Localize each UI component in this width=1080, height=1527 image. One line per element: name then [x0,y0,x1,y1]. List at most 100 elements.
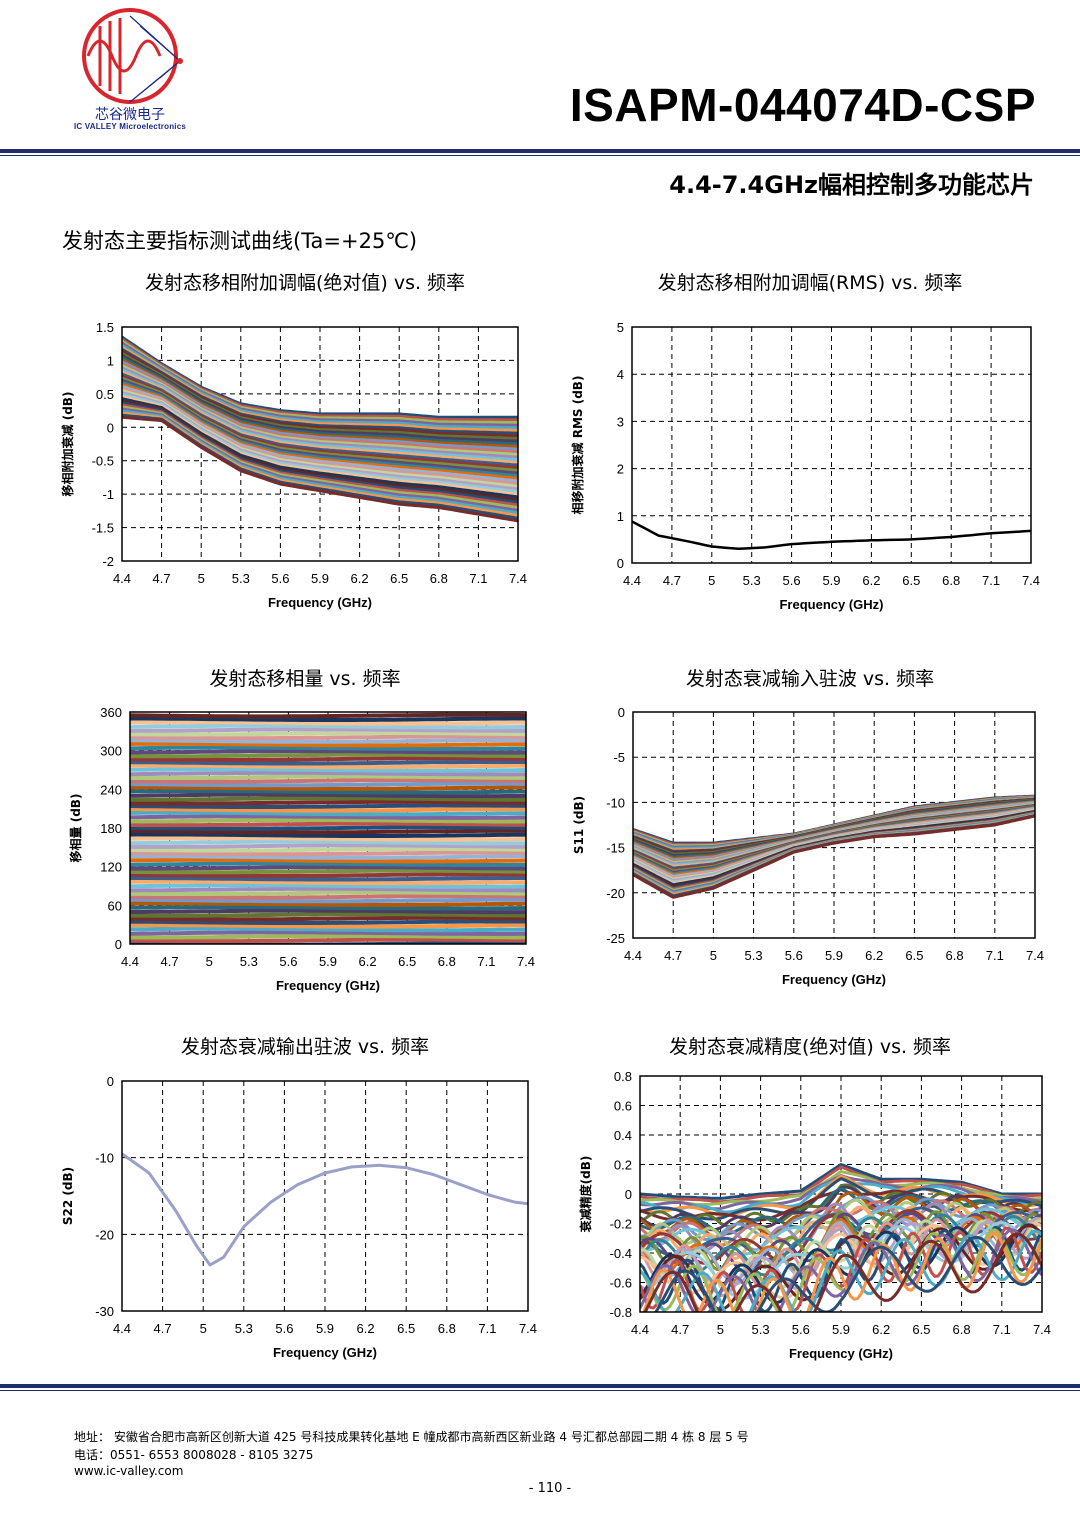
chart-3-series-line [130,770,526,777]
chart-3-y-tick-label: 120 [100,860,122,875]
chart-4-y-tick-label: 0 [618,705,625,720]
chart-4-y-tick-label: -15 [606,841,625,856]
chart-6-series-line [654,1235,1042,1312]
chart-6-series-line [640,1191,1042,1239]
chart-3-series-line [130,908,526,915]
chart-3-series-line [130,785,526,791]
chart-3-series-line [130,923,526,929]
document-subtitle: 4.4-7.4GHz幅相控制多功能芯片 [669,171,1034,199]
footer-rule-thick [0,1384,1080,1388]
chart-1-y-tick-label: -1.5 [92,521,114,536]
chart-title-3: 发射态移相量 vs. 频率 [209,668,401,690]
chart-3-y-tick-label: 180 [100,821,122,836]
chart-5-y-axis-label: S22 (dB) [61,1167,75,1225]
chart-4-y-tick-label: -20 [606,886,625,901]
chart-3-series-line [130,836,526,842]
chart-5-x-tick-label: 4.4 [113,1321,131,1336]
chart-3-x-tick-label: 5.9 [319,954,337,969]
chart-6-y-tick-label: -0.6 [610,1276,632,1291]
chart-5-x-tick-label: 7.1 [478,1321,496,1336]
chart-5-frame [121,1080,529,1312]
chart-3-series-line [130,814,526,820]
chart-3-x-axis-label: Frequency (GHz) [276,978,380,993]
chart-3-series-line [130,897,526,904]
chart-3-series-line [130,792,526,799]
chart-6-y-tick-label: 0.2 [614,1158,632,1173]
chart-2-x-tick-label: 4.7 [663,573,681,588]
chart-3-x-tick-label: 6.8 [438,954,456,969]
chart-1-x-tick-label: 5.6 [271,571,289,586]
chart-3-series-line [130,905,526,911]
chart-4-x-tick-label: 4.7 [664,948,682,963]
chart-3-y-tick-label: 300 [100,744,122,759]
chart-3-series-line [130,818,526,824]
chart-3-series-line [130,767,526,773]
chart-5-y-tick-label: -10 [95,1151,114,1166]
chart-3-y-tick-label: 60 [108,898,122,913]
chart-1-series-line [122,415,518,523]
chart-4-x-tick-label: 5 [710,948,717,963]
chart-6-plot-area [640,1163,1042,1312]
chart-3-series-line [130,741,526,748]
chart-3-y-axis-label: 移相量 (dB) [68,794,83,863]
chart-6-y-tick-label: 0 [625,1187,632,1202]
chart-3-series-line [130,799,526,806]
chart-3-plot-area [130,712,526,944]
chart-3-frame [129,711,527,945]
chart-3-series-line [130,760,526,766]
chart-4-series-line [633,814,1035,899]
chart-1-x-tick-label: 7.1 [469,571,487,586]
chart-4-x-tick-label: 4.4 [624,948,642,963]
chart-6-series-line [642,1231,1042,1312]
chart-3-series-line [130,738,526,744]
chart-1-x-tick-label: 4.7 [153,571,171,586]
page-number: - 110 - [528,1481,572,1496]
chart-6-x-tick-label: 4.7 [671,1322,689,1337]
chart-4-x-tick-label: 6.2 [865,948,883,963]
chart-3-series-line [130,843,526,849]
chart-6-series-line [640,1217,1042,1286]
chart-3-series-line [130,926,526,933]
chart-3-series-line [130,886,526,893]
chart-6-x-tick-label: 5.6 [792,1322,810,1337]
chart-3-series-line [130,716,526,722]
chart-5-y-tick-label: -20 [95,1227,114,1242]
chart-5-y-tick-label: -30 [95,1304,114,1319]
chart-3-x-tick-label: 6.5 [398,954,416,969]
chart-1-y-tick-label: 1.5 [96,320,114,335]
header-rule-thick [0,149,1080,153]
company-logo [82,8,183,104]
chart-3-series-line [130,861,526,867]
chart-3-series-line [130,872,526,878]
section-title: 发射态主要指标测试曲线(Ta=+25℃) [62,229,418,253]
chart-1-x-tick-label: 6.2 [351,571,369,586]
chart-1-y-axis-label: 移相附加衰减 (dB) [60,392,75,497]
chart-3-series-line [130,850,526,857]
chart-6-series-line [640,1212,1042,1274]
chart-3-series-line [130,876,526,882]
chart-2-x-tick-label: 6.2 [862,573,880,588]
chart-5-x-tick-label: 7.4 [519,1321,537,1336]
chart-4-x-tick-label: 5.6 [785,948,803,963]
chart-3-series-line [130,868,526,875]
chart-title-6: 发射态衰减精度(绝对值) vs. 频率 [668,1036,952,1058]
chart-4-x-tick-label: 7.4 [1026,948,1044,963]
logo-english-name: IC VALLEY Microelectronics [73,122,187,131]
chart-4-x-tick-label: 5.9 [825,948,843,963]
chart-1-y-tick-label: 0.5 [96,387,114,402]
chart-1-x-tick-label: 4.4 [113,571,131,586]
chart-3-series-line [130,825,526,831]
chart-6-y-tick-label: 0.8 [614,1069,632,1084]
chart-2-x-tick-label: 4.4 [623,573,641,588]
chart-5-x-tick-label: 5.9 [316,1321,334,1336]
chart-5-series-line [122,1152,528,1267]
chart-6-series-line [640,1219,1042,1294]
chart-3-x-tick-label: 5.3 [240,954,258,969]
chart-3-series-line [130,854,526,860]
chart-4-y-axis-label: S11 (dB) [572,796,586,854]
chart-6-series-line [640,1186,1042,1236]
chart-1-y-tick-label: 1 [107,353,114,368]
chart-3-series-line [130,883,526,889]
chart-3-series-line [130,756,526,762]
